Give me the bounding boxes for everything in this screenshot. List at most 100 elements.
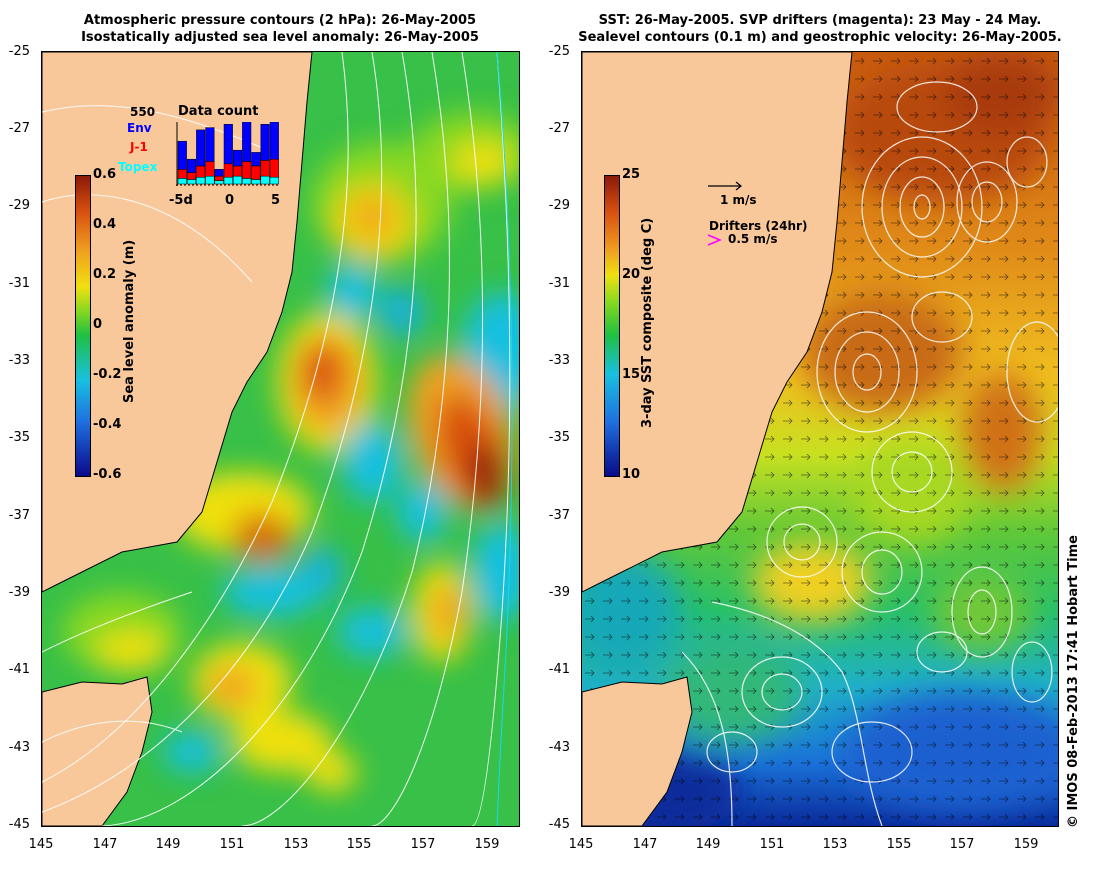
sst-colorbar-title: 3-day SST composite (deg C) [640,217,655,428]
left-lat-label: -37 [8,508,30,523]
right-lat-label: -33 [548,353,570,368]
count-bar-topex [214,180,224,185]
right-lat-label: -27 [548,121,570,136]
velocity-scale-label: 1 m/s [720,193,757,207]
right-lat-label: -43 [548,740,570,755]
drifter-scale-label: 0.5 m/s [728,232,778,246]
sst-map-svg [582,52,1058,826]
left-lat-label: -31 [8,276,30,291]
count-bar-j1 [196,165,206,178]
sst-colorbar-tick: 25 [622,167,641,182]
sla-colorbar-tick: -0.6 [93,467,122,482]
count-bar-env [205,127,215,162]
legend-env: Env [127,121,152,135]
left-lon-label: 153 [283,837,309,852]
sla-colorbar-tick: -0.2 [93,367,122,382]
count-bar-env [186,158,197,173]
cyan-contour [496,52,513,826]
sla-colorbar-tick: 0.4 [93,217,117,232]
tasmania-land [582,676,693,826]
count-bar-topex [177,178,187,185]
count-bar-topex [260,175,270,185]
right-lon-label: 151 [759,837,785,852]
data-count-max: 550 [130,105,156,119]
copyright-notice: © IMOS 08-Feb-2013 17:41 Hobart Time [1066,535,1081,828]
count-bar-topex [232,175,243,185]
count-bar-env [242,122,252,162]
sla-colorbar-tick: 0.6 [93,167,117,182]
sst-colorbar-tick: 10 [622,467,641,482]
count-bar-topex [196,176,206,185]
right-lat-label: -31 [548,276,570,291]
count-x-tick: 0 [225,193,235,208]
right-lon-label: 159 [1013,837,1039,852]
right-lat-label: -37 [548,508,570,523]
left-lat-label: -29 [8,198,30,213]
count-bar-topex [269,176,279,185]
left-lat-label: -27 [8,121,30,136]
tasmania-land [42,676,153,826]
sla-colorbar-title: Sea level anomaly (m) [122,239,137,403]
left-lat-label: -35 [8,430,30,445]
count-x-tick: -5d [169,193,193,208]
sst-map[interactable] [581,51,1059,827]
count-bar-j1 [232,165,243,177]
drifters-label: Drifters (24hr) [709,219,808,233]
drifter-scale-arrow-icon [707,234,722,246]
anomaly-blobs [62,112,519,792]
pressure-contours [42,52,511,826]
left-title-line1: Atmospheric pressure contours (2 hPa): 2… [83,13,477,28]
legend-j1: J-1 [130,140,148,154]
left-lon-label: 149 [155,837,181,852]
sst-colorbar-tick: 15 [622,367,641,382]
count-bar-j1 [251,165,261,180]
left-lon-label: 159 [474,837,500,852]
count-bar-j1 [177,169,187,179]
right-lon-label: 149 [695,837,721,852]
right-lat-label: -35 [548,430,570,445]
count-bar-j1 [242,161,252,179]
count-bar-topex [251,179,261,185]
left-lon-label: 147 [92,837,118,852]
right-lon-label: 147 [632,837,658,852]
left-lat-label: -25 [8,44,30,59]
count-bar-j1 [205,161,215,177]
right-lat-label: -39 [548,585,570,600]
count-bar-topex [186,179,197,185]
count-bar-env [251,152,261,167]
sla-colorbar-tick: -0.4 [93,417,122,432]
count-bar-topex [205,175,215,185]
count-bar-env [223,124,233,165]
legend-topex: Topex [118,160,158,174]
left-title-line2: Isostatically adjusted sea level anomaly… [81,30,479,45]
count-x-tick: 5 [271,193,281,208]
sea-level-colorbar [75,175,91,477]
right-lat-label: -29 [548,198,570,213]
mainland-land [42,52,313,593]
right-lon-label: 155 [886,837,912,852]
sea-level-anomaly-map[interactable] [41,51,520,827]
left-lon-label: 151 [219,837,245,852]
right-lat-label: -25 [548,44,570,59]
count-bar-j1 [223,163,233,178]
left-lat-label: -43 [8,740,30,755]
count-bar-j1 [260,160,270,177]
left-lat-label: -45 [8,817,30,832]
count-bar-j1 [186,172,197,180]
right-lon-label: 157 [949,837,975,852]
count-bar-topex [242,178,252,185]
data-count-chart [176,122,280,186]
data-count-title: Data count [178,104,259,119]
right-lat-label: -45 [548,817,570,832]
left-lon-label: 157 [410,837,436,852]
mainland-land [582,52,853,593]
right-lon-label: 145 [568,837,594,852]
right-title-line1: SST: 26-May-2005. SVP drifters (magenta)… [598,13,1042,28]
sea-level-anomaly-map-svg [42,52,519,826]
left-lat-label: -39 [8,585,30,600]
count-bar-env [269,122,279,160]
count-bar-env [196,129,206,167]
velocity-scale-arrow-icon [708,181,742,191]
left-lat-label: -33 [8,353,30,368]
left-lat-label: -41 [8,662,30,677]
